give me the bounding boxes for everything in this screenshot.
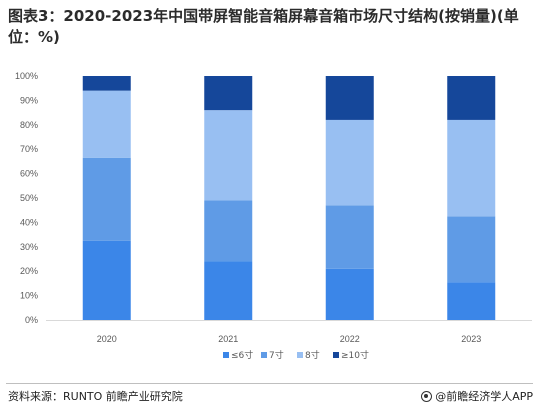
bar-segment-2021-2: [204, 200, 253, 262]
legend-label: 7寸: [269, 349, 284, 361]
bars: [82, 76, 496, 320]
y-tick-label: 70%: [20, 144, 38, 154]
bar-segment-2022-2: [325, 205, 374, 269]
bar-segment-2020-2: [82, 157, 131, 241]
y-axis: 0% 10% 20% 30% 40% 50% 60% 70% 80% 90% 100%: [15, 71, 38, 325]
bar-segment-2023-4: [447, 76, 496, 120]
bar-segment-2023-3: [447, 119, 496, 217]
legend-label: 8寸: [305, 349, 320, 361]
x-tick-label: 2020: [97, 334, 117, 344]
y-tick-label: 40%: [20, 217, 38, 227]
bar-segment-2023-2: [447, 216, 496, 283]
legend-swatch: [223, 352, 229, 358]
bar-segment-2020-1: [82, 240, 131, 320]
bar-segment-2021-3: [204, 110, 253, 201]
bar-segment-2022-3: [325, 119, 374, 206]
y-tick-label: 10%: [20, 291, 38, 301]
y-tick-label: 20%: [20, 266, 38, 276]
bar-segment-2022-1: [325, 268, 374, 320]
stacked-bar-chart: 0%10%20%30%40%50%60%70%80%90%100% 2020 20…: [15, 71, 532, 361]
chart-title: 图表3：2020-2023年中国带屏智能音箱屏幕音箱市场尺寸结构(按销量)(单位…: [8, 7, 519, 46]
bar-segment-2023-1: [447, 282, 496, 320]
legend-label: ≤6寸: [231, 349, 253, 361]
bar-segment-2020-4: [82, 76, 131, 91]
legend-swatch: [261, 352, 267, 358]
legend: ≤6寸 7寸 8寸 ≥10寸: [223, 349, 369, 361]
x-tick-label: 2021: [218, 334, 238, 344]
y-tick-label: 90%: [20, 95, 38, 105]
y-tick-label: 60%: [20, 169, 38, 179]
bar-segment-2021-1: [204, 261, 253, 320]
bar-segment-2021-4: [204, 76, 253, 111]
y-tick-label: 100%: [15, 71, 38, 81]
x-tick-label: 2023: [461, 334, 481, 344]
source-note: 资料来源：RUNTO 前瞻产业研究院: [8, 390, 183, 403]
x-tick-label: 2022: [340, 334, 360, 344]
legend-label: ≥10寸: [341, 349, 369, 361]
legend-swatch: [333, 352, 339, 358]
bar-segment-2022-4: [325, 76, 374, 120]
x-axis: 2020 2021 2022 2023: [46, 320, 532, 344]
y-tick-label: 0%: [25, 315, 38, 325]
y-tick-label: 80%: [20, 120, 38, 130]
brand-logo-icon: [421, 390, 433, 402]
y-tick-label: 50%: [20, 193, 38, 203]
brand-credit: @前瞻经济学人APP: [421, 388, 533, 404]
footer-divider: [6, 383, 533, 384]
legend-swatch: [297, 352, 303, 358]
bar-segment-2020-3: [82, 90, 131, 158]
brand-text: @前瞻经济学人APP: [435, 390, 533, 403]
y-tick-label: 30%: [20, 242, 38, 252]
